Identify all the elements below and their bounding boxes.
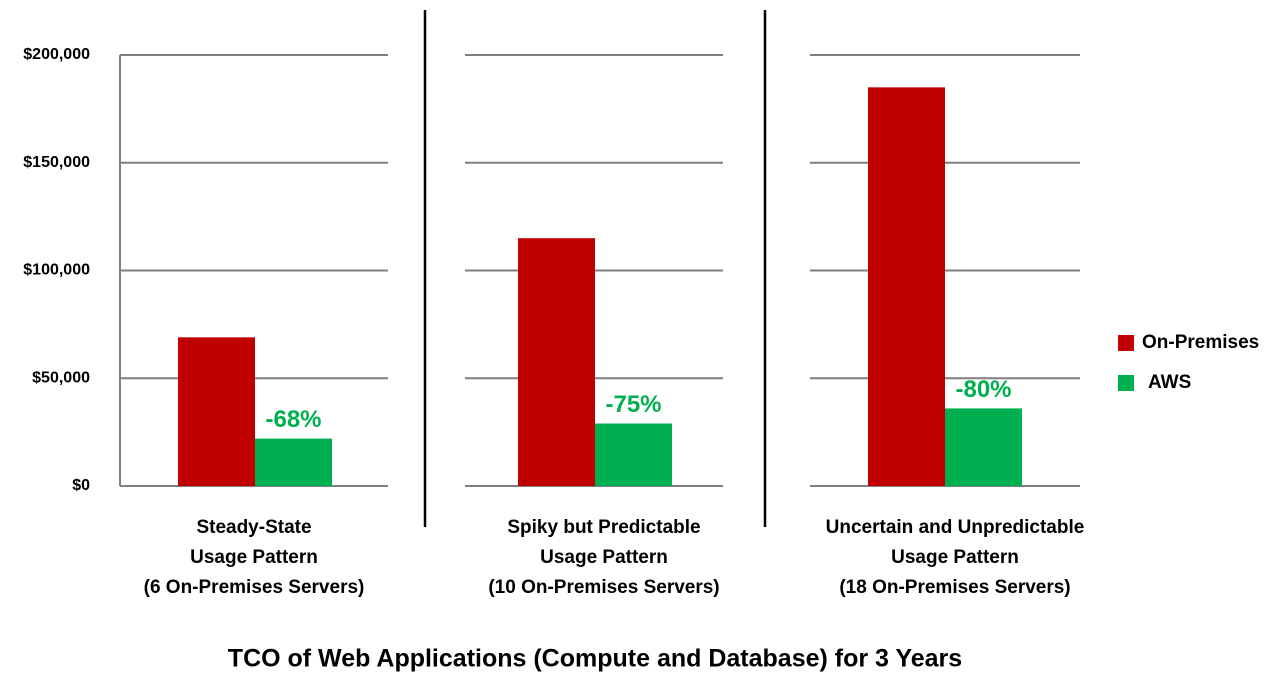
annotation: -80% (955, 376, 1011, 403)
bar (518, 238, 595, 486)
y-tick-label: $0 (72, 477, 90, 494)
legend-swatch (1118, 375, 1134, 391)
y-tick-label: $200,000 (23, 46, 90, 63)
legend-label: On-Premises (1142, 332, 1259, 353)
bar (178, 337, 255, 486)
x-tick-label: Spiky but Predictable Usage Pattern (10 … (488, 517, 720, 598)
bar (255, 438, 332, 486)
x-tick-label: Uncertain and Unpredictable Usage Patter… (825, 517, 1085, 598)
chart-title: TCO of Web Applications (Compute and Dat… (228, 645, 962, 673)
annotation: -68% (265, 406, 321, 433)
x-tick-label: Steady-State Usage Pattern (6 On-Premise… (143, 517, 365, 598)
bar (595, 423, 672, 486)
legend-swatch (1118, 335, 1134, 351)
bar (868, 87, 945, 486)
bar (945, 408, 1022, 486)
legend-label: AWS (1148, 372, 1191, 393)
annotation: -75% (605, 391, 661, 418)
y-tick-label: $50,000 (32, 369, 90, 386)
y-tick-label: $100,000 (23, 262, 90, 279)
y-tick-label: $150,000 (23, 154, 90, 171)
